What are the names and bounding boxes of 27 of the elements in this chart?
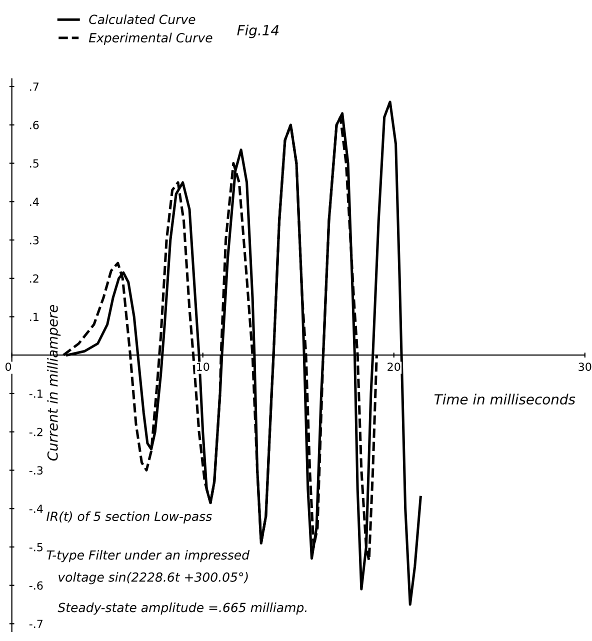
annotation: Steady-state amplitude =.665 milliamp.: [58, 602, 306, 615]
y-tick-label: .7: [30, 82, 39, 91]
y-tick-label: .3: [30, 236, 39, 244]
y-tick-label: -.4: [29, 504, 43, 513]
x-tick-label: 10: [197, 362, 210, 372]
y-tick-label: .5: [30, 159, 38, 168]
x-tick-label: 30: [578, 362, 592, 372]
x-tick-label: 0: [6, 362, 12, 372]
y-tick-label: -.5: [29, 543, 42, 552]
y-axis-title: Current in milliampere: [47, 304, 61, 461]
y-tick-label: .2: [30, 274, 38, 283]
annotation: T-type Filter under an impressed: [46, 550, 250, 562]
y-tick-label: -.3: [29, 466, 43, 475]
x-axis-title: Time in milliseconds: [434, 394, 576, 405]
legend-label: Calculated Curve: [89, 14, 196, 24]
y-tick-label: .6: [30, 120, 39, 130]
chart-title: Fig.14: [237, 24, 279, 38]
y-tick-label: -.6: [29, 581, 43, 590]
annotation: IR(t) of 5 section Low-pass: [46, 511, 212, 524]
y-tick-label: .1: [30, 312, 38, 321]
x-tick-label: 20: [388, 362, 400, 372]
y-tick-label: -.2: [29, 428, 42, 436]
y-tick-label: -.1: [29, 390, 42, 398]
annotation: voltage sin(2228.6t +300.05°): [58, 572, 248, 584]
legend-label: Experimental Curve: [88, 32, 212, 45]
y-tick-label: -.7: [29, 620, 43, 628]
y-tick-label: .4: [30, 198, 39, 206]
